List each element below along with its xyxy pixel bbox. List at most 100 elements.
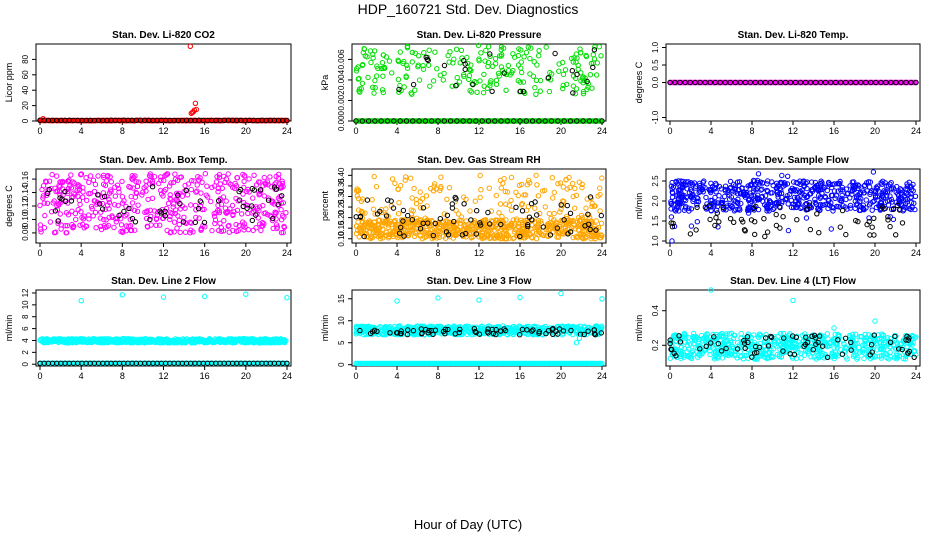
data-point (361, 233, 367, 240)
data-point (669, 238, 675, 244)
data-point (586, 118, 593, 124)
data-point (455, 211, 462, 217)
data-point (78, 172, 84, 178)
data-point (275, 201, 281, 208)
data-point (172, 171, 178, 177)
data-point (774, 189, 780, 195)
x-tick-label: 8 (120, 126, 125, 136)
data-point (776, 204, 783, 210)
data-point (773, 222, 780, 229)
y-axis-label: ml/min (320, 315, 330, 342)
data-point (370, 84, 376, 91)
data-point (143, 178, 149, 184)
data-point (434, 66, 440, 72)
data-point (158, 177, 164, 183)
data-point (721, 193, 728, 200)
panel-title: Stan. Dev. Line 2 Flow (111, 276, 216, 287)
data-point (515, 224, 522, 230)
y-tick-label: 6 (21, 326, 30, 331)
data-point (70, 339, 76, 345)
data-point (489, 88, 495, 95)
data-point (534, 62, 540, 68)
data-point (747, 79, 753, 86)
data-point (812, 79, 819, 86)
data-point (368, 59, 374, 66)
x-tick-label: 24 (282, 248, 292, 258)
data-point (161, 177, 167, 184)
data-point (570, 218, 576, 225)
data-point (59, 178, 66, 185)
data-point (757, 79, 764, 86)
panel-3: Stan. Dev. Li-820 Temp.degrees C0 4 8 12 16 2… (634, 30, 921, 136)
data-point (858, 196, 864, 202)
data-point (260, 183, 266, 189)
data-point (105, 339, 111, 346)
data-point (825, 198, 832, 204)
data-point (441, 70, 447, 77)
data-point (363, 234, 370, 240)
data-point (440, 77, 446, 83)
y-tick-label: 5 (337, 340, 346, 345)
data-point (481, 71, 487, 78)
data-point (182, 182, 188, 189)
data-point (870, 169, 877, 175)
data-point (189, 177, 195, 184)
x-tick-label: 16 (200, 126, 210, 136)
data-point (437, 216, 443, 222)
data-point (209, 339, 215, 345)
data-point (217, 220, 223, 227)
data-point (100, 172, 107, 179)
data-point (503, 227, 509, 234)
data-point (458, 47, 465, 53)
data-point (675, 187, 682, 194)
data-point (167, 195, 173, 202)
data-point (855, 182, 861, 188)
y-tick-label: 40 (21, 85, 30, 94)
data-point (779, 172, 785, 179)
data-point (747, 182, 753, 189)
data-point (687, 79, 693, 86)
data-point (197, 198, 204, 204)
data-point (707, 216, 713, 223)
data-point (807, 226, 814, 233)
data-point (268, 337, 274, 344)
data-point (495, 70, 502, 77)
data-point (280, 183, 286, 190)
y-tick-label: -1.0 (651, 110, 660, 124)
data-point (539, 188, 546, 194)
data-point (484, 85, 491, 92)
data-point (517, 118, 523, 124)
data-point (372, 85, 378, 91)
data-point (838, 79, 844, 86)
data-point (421, 50, 427, 56)
data-point (878, 180, 884, 186)
data-point (416, 77, 423, 83)
data-point (853, 217, 859, 224)
data-point (772, 79, 779, 86)
data-point (714, 210, 720, 216)
data-point (253, 212, 259, 218)
data-point (198, 190, 204, 196)
data-point (57, 192, 63, 198)
data-point (839, 184, 846, 191)
data-point (232, 180, 238, 187)
data-points (37, 171, 289, 236)
data-point (686, 208, 692, 214)
data-point (173, 338, 179, 345)
data-point (392, 180, 398, 187)
data-point (191, 178, 197, 184)
data-point (562, 67, 569, 73)
data-point (668, 220, 674, 226)
data-point (194, 188, 200, 194)
data-point (911, 200, 917, 206)
x-tick-label: 8 (435, 126, 440, 136)
data-point (355, 207, 362, 213)
data-point (711, 184, 718, 191)
data-point (283, 210, 289, 216)
data-point (882, 190, 888, 196)
data-point (735, 206, 741, 213)
data-point (809, 179, 815, 185)
data-point (229, 202, 236, 209)
y-tick-label: 0.30 (337, 188, 346, 204)
